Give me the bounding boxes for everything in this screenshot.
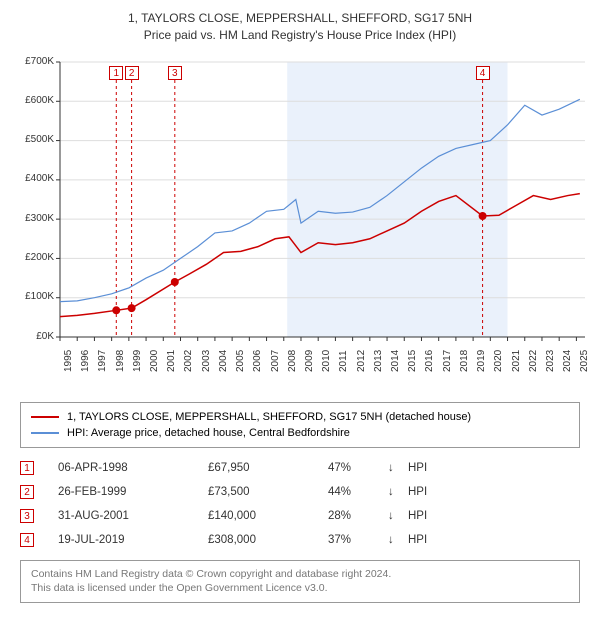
transaction-row-1: 1 06-APR-1998£67,95047%↓HPI (20, 456, 580, 480)
legend-swatch (31, 416, 59, 418)
x-tick-label: 2018 (459, 342, 470, 372)
row-date: 06-APR-1998 (58, 462, 208, 474)
row-date: 26-FEB-1999 (58, 486, 208, 498)
transaction-row-2: 2 26-FEB-1999£73,50044%↓HPI (20, 480, 580, 504)
title-line-2: Price paid vs. HM Land Registry's House … (10, 27, 590, 44)
price-chart (10, 52, 590, 392)
x-tick-label: 2021 (511, 342, 522, 372)
footer-line-2: This data is licensed under the Open Gov… (31, 581, 569, 596)
x-tick-label: 2004 (218, 342, 229, 372)
x-tick-label: 2015 (407, 342, 418, 372)
row-pct: 28% (328, 510, 388, 522)
row-price: £308,000 (208, 534, 328, 546)
y-tick-label: £100K (12, 291, 54, 302)
legend-box: 1, TAYLORS CLOSE, MEPPERSHALL, SHEFFORD,… (20, 402, 580, 448)
y-tick-label: £500K (12, 134, 54, 145)
y-tick-label: £300K (12, 213, 54, 224)
x-tick-label: 1997 (97, 342, 108, 372)
x-tick-label: 2020 (493, 342, 504, 372)
row-pct: 37% (328, 534, 388, 546)
x-tick-label: 2019 (476, 342, 487, 372)
row-price: £67,950 (208, 462, 328, 474)
row-hpi: HPI (408, 510, 448, 522)
x-tick-label: 1996 (80, 342, 91, 372)
legend-row-1: HPI: Average price, detached house, Cent… (31, 425, 569, 441)
row-hpi: HPI (408, 486, 448, 498)
legend-label: 1, TAYLORS CLOSE, MEPPERSHALL, SHEFFORD,… (67, 411, 471, 423)
transaction-row-4: 4 19-JUL-2019£308,00037%↓HPI (20, 528, 580, 552)
transaction-row-3: 3 31-AUG-2001£140,00028%↓HPI (20, 504, 580, 528)
legend-label: HPI: Average price, detached house, Cent… (67, 427, 350, 439)
down-arrow-icon: ↓ (388, 462, 408, 474)
down-arrow-icon: ↓ (388, 534, 408, 546)
x-tick-label: 2017 (442, 342, 453, 372)
row-marker: 1 (20, 461, 34, 475)
row-price: £73,500 (208, 486, 328, 498)
x-tick-label: 1998 (115, 342, 126, 372)
y-tick-label: £200K (12, 252, 54, 263)
row-date: 31-AUG-2001 (58, 510, 208, 522)
x-tick-label: 2007 (270, 342, 281, 372)
x-tick-label: 2024 (562, 342, 573, 372)
x-tick-label: 2011 (338, 342, 349, 372)
legend-row-0: 1, TAYLORS CLOSE, MEPPERSHALL, SHEFFORD,… (31, 409, 569, 425)
down-arrow-icon: ↓ (388, 486, 408, 498)
row-pct: 44% (328, 486, 388, 498)
x-tick-label: 2013 (373, 342, 384, 372)
y-tick-label: £0K (12, 331, 54, 342)
x-tick-label: 2012 (356, 342, 367, 372)
row-hpi: HPI (408, 534, 448, 546)
x-tick-label: 2008 (287, 342, 298, 372)
row-pct: 47% (328, 462, 388, 474)
row-marker: 2 (20, 485, 34, 499)
legend-swatch (31, 432, 59, 434)
y-tick-label: £700K (12, 56, 54, 67)
transactions-table: 106-APR-1998£67,95047%↓HPI226-FEB-1999£7… (20, 456, 580, 552)
row-marker: 3 (20, 509, 34, 523)
down-arrow-icon: ↓ (388, 510, 408, 522)
x-tick-label: 2023 (545, 342, 556, 372)
y-tick-label: £600K (12, 95, 54, 106)
chart-marker-2: 2 (125, 66, 139, 80)
row-hpi: HPI (408, 462, 448, 474)
x-tick-label: 1995 (63, 342, 74, 372)
x-tick-label: 2025 (579, 342, 590, 372)
x-tick-label: 2000 (149, 342, 160, 372)
x-tick-label: 2016 (424, 342, 435, 372)
chart-marker-4: 4 (476, 66, 490, 80)
x-tick-label: 2001 (166, 342, 177, 372)
chart-container: £0K £100K £200K £300K £400K £500K £600K £700K 19… (10, 52, 590, 392)
x-tick-label: 2006 (252, 342, 263, 372)
x-tick-label: 2014 (390, 342, 401, 372)
x-tick-label: 2003 (201, 342, 212, 372)
chart-marker-3: 3 (168, 66, 182, 80)
chart-marker-1: 1 (109, 66, 123, 80)
chart-title-block: 1, TAYLORS CLOSE, MEPPERSHALL, SHEFFORD,… (10, 10, 590, 44)
x-tick-label: 2009 (304, 342, 315, 372)
x-tick-label: 2010 (321, 342, 332, 372)
row-date: 19-JUL-2019 (58, 534, 208, 546)
row-marker: 4 (20, 533, 34, 547)
footer-line-1: Contains HM Land Registry data © Crown c… (31, 567, 569, 582)
row-price: £140,000 (208, 510, 328, 522)
y-tick-label: £400K (12, 173, 54, 184)
title-line-1: 1, TAYLORS CLOSE, MEPPERSHALL, SHEFFORD,… (10, 10, 590, 27)
x-tick-label: 2005 (235, 342, 246, 372)
x-tick-label: 1999 (132, 342, 143, 372)
x-tick-label: 2002 (183, 342, 194, 372)
x-tick-label: 2022 (528, 342, 539, 372)
footer-attribution: Contains HM Land Registry data © Crown c… (20, 560, 580, 603)
